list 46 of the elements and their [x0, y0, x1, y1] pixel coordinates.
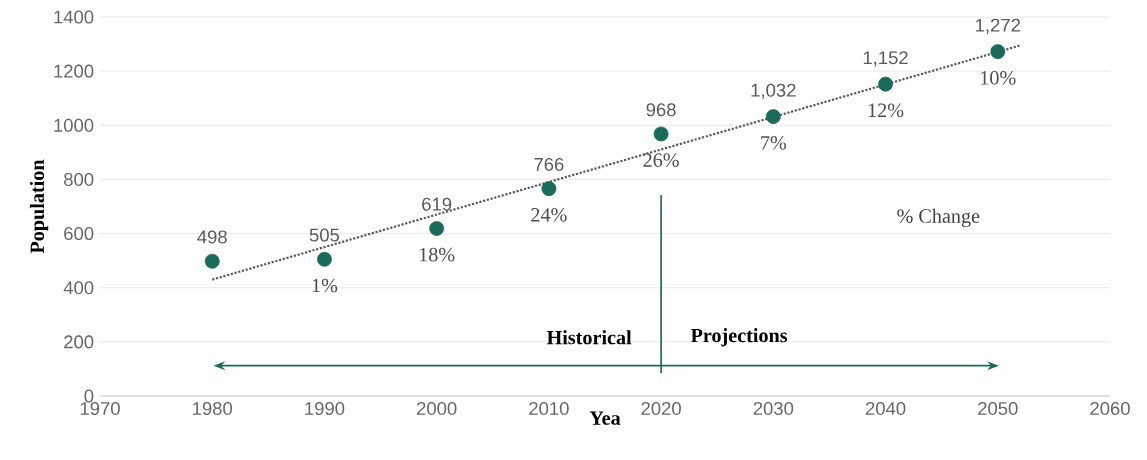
- data-label: 1,032: [751, 83, 796, 99]
- y-tick-label: 600: [64, 227, 94, 241]
- data-label: 498: [197, 230, 227, 244]
- point: [653, 126, 669, 142]
- y-tick-label: 1200: [54, 64, 94, 78]
- annotation: 1%: [312, 278, 338, 293]
- y-tick-label: 0: [84, 389, 94, 403]
- x-tick-label: 2000: [417, 401, 457, 416]
- data-label: 505: [309, 228, 340, 242]
- y-axis-title: Population: [29, 159, 49, 254]
- x-tick-label: 1980: [193, 401, 233, 416]
- x-tick-label: 1970: [80, 401, 120, 416]
- annotation: Projections: [690, 328, 788, 347]
- data-label: 1,152: [863, 51, 908, 67]
- x-tick-label: 1990: [305, 401, 345, 416]
- data-label: 1,272: [976, 18, 1020, 34]
- point: [541, 181, 557, 197]
- data-label: 619: [422, 197, 452, 211]
- data-label: 968: [646, 103, 676, 117]
- x-tick-label: 2050: [978, 401, 1018, 416]
- annotation: 24%: [531, 208, 567, 222]
- point: [317, 251, 332, 267]
- x-tick-label: 2040: [865, 401, 906, 416]
- point: [204, 253, 220, 269]
- annotation: 10%: [981, 71, 1016, 85]
- x-axis-title: Yea: [589, 411, 621, 425]
- x-tick-label: 2020: [641, 401, 681, 416]
- point: [765, 109, 781, 125]
- y-tick-label: 1000: [54, 118, 94, 132]
- annotation: 18%: [419, 247, 455, 262]
- y-tick-label: 200: [64, 335, 94, 349]
- annotation: Historical: [546, 330, 632, 345]
- annotation: 26%: [643, 153, 679, 167]
- data-label: 766: [534, 157, 564, 171]
- point: [878, 76, 893, 92]
- x-tick-label: 2030: [753, 401, 794, 416]
- annotation: 7%: [761, 135, 787, 150]
- point: [429, 221, 445, 236]
- point: [990, 44, 1006, 60]
- y-tick-label: 1400: [54, 10, 94, 24]
- annotation: 12%: [868, 103, 904, 118]
- y-tick-label: 400: [63, 281, 94, 295]
- y-tick-label: 800: [64, 172, 94, 186]
- x-tick-label: 2010: [529, 401, 569, 416]
- x-tick-label: 2060: [1090, 401, 1130, 416]
- annotation: % Change: [897, 208, 980, 228]
